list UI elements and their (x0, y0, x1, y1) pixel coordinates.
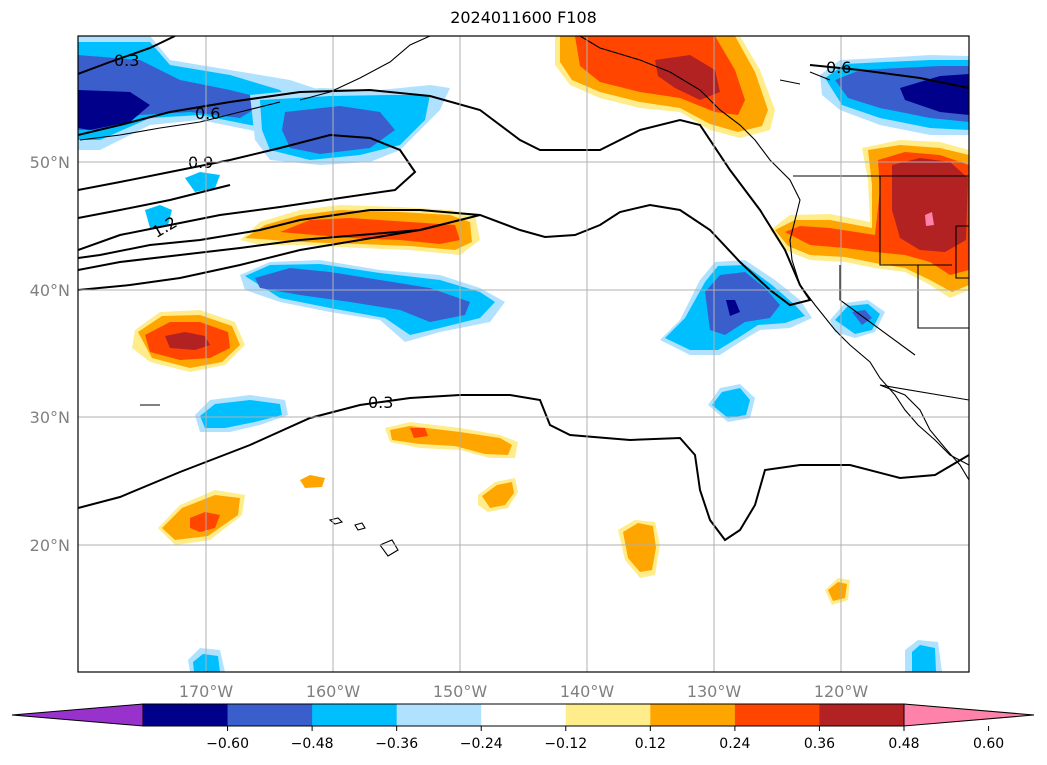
colorbar-segment (565, 704, 651, 726)
longitude-labels: 170°W 160°W 150°W 140°W 130°W 120°W (179, 682, 869, 701)
lon-label-120w: 120°W (814, 682, 869, 701)
contours (78, 36, 969, 542)
lat-label-20n: 20°N (30, 536, 70, 555)
colorbar-outline (142, 703, 905, 727)
lon-label-130w: 130°W (687, 682, 742, 701)
contour-label-0.3: 0.3 (368, 393, 393, 412)
coastlines (79, 36, 969, 557)
colorbar-tick-label: −0.24 (460, 736, 503, 752)
colorbar-tick-label: 0.36 (804, 736, 835, 752)
colorbar-ticks: −0.60 −0.48 −0.36 −0.24 −0.12 0.12 0.24 0.36 0.4… (206, 726, 1004, 752)
colorbar-segment (650, 704, 736, 726)
contour-label-0.6-ne: 0.6 (826, 58, 851, 77)
contour-label-0.3-nw: 0.3 (114, 51, 139, 70)
colorbar-segment (312, 704, 398, 726)
shaded-anomalies (78, 36, 969, 672)
colorbar-segment (396, 704, 482, 726)
gridlines (78, 36, 969, 672)
colorbar-extend-high (903, 703, 1035, 727)
colorbar-tick-label: −0.36 (375, 736, 418, 752)
colorbar-segment (143, 704, 229, 726)
state-borders (793, 175, 969, 401)
colorbar-tick-label: 0.48 (888, 736, 919, 752)
lon-label-160w: 160°W (306, 682, 361, 701)
lat-label-40n: 40°N (30, 281, 70, 300)
colorbar-segment (227, 704, 313, 726)
colorbar-segment (819, 704, 905, 726)
colorbar-tick-label: −0.48 (291, 736, 334, 752)
latitude-labels: 50°N 40°N 30°N 20°N (30, 153, 70, 555)
colorbar-segment (734, 704, 820, 726)
lon-label-170w: 170°W (179, 682, 234, 701)
map-frame (77, 35, 970, 673)
map-title: 2024011600 F108 (450, 8, 597, 27)
colorbar-extend-low (11, 703, 144, 727)
contour-label-0.6: 0.6 (195, 104, 220, 123)
lat-label-50n: 50°N (30, 153, 70, 172)
lon-label-140w: 140°W (560, 682, 615, 701)
colorbar (11, 703, 1035, 727)
lon-label-150w: 150°W (433, 682, 488, 701)
colorbar-tick-label: −0.60 (206, 736, 249, 752)
colorbar-tick-label: −0.12 (544, 736, 587, 752)
colorbar-tick-label: 0.12 (635, 736, 666, 752)
colorbar-tick-label: 0.60 (973, 736, 1004, 752)
colorbar-tick-label: 0.24 (719, 736, 750, 752)
lat-label-30n: 30°N (30, 408, 70, 427)
colorbar-segment (481, 704, 567, 726)
